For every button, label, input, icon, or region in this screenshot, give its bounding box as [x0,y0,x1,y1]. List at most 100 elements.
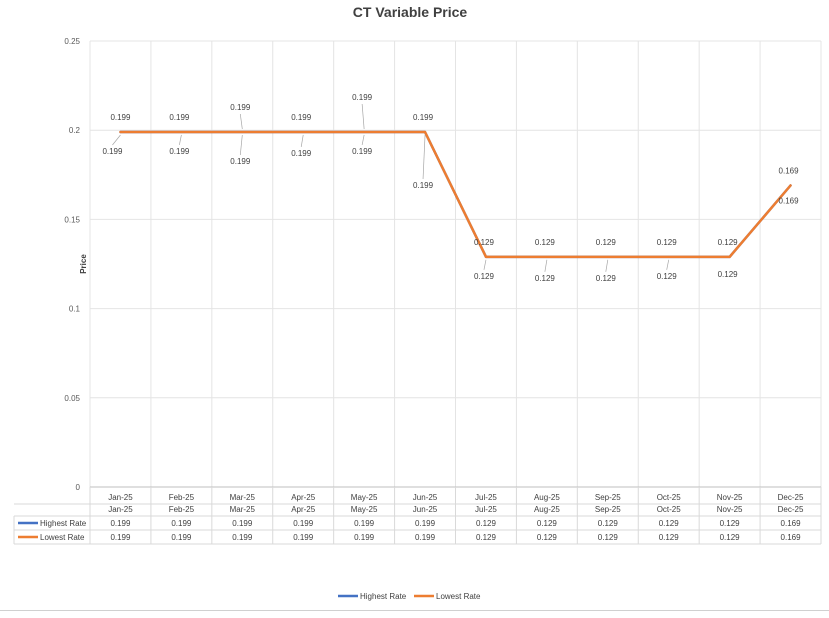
legend-entry: Lowest Rate [436,592,481,601]
label-leader-line [422,134,426,179]
table-value-cell: 0.129 [659,519,680,528]
data-label-highest: 0.199 [110,113,131,122]
table-value-cell: 0.199 [415,519,436,528]
series-lines [119,130,792,259]
data-label-lowest: 0.199 [291,149,312,158]
table-value-cell: 0.199 [293,519,314,528]
table-value-cell: 0.199 [110,519,131,528]
y-tick-label: 0.1 [69,305,81,314]
y-tick-label: 0.2 [69,126,81,135]
table-value-cell: 0.169 [781,519,802,528]
table-category-cell: Jul-25 [475,505,497,514]
x-tick-label: Nov-25 [717,493,743,502]
table-value-cell: 0.129 [720,533,741,542]
label-leader-line [239,113,243,130]
table-value-cell: 0.129 [537,519,558,528]
data-label-lowest: 0.199 [169,147,190,156]
table-value-cell: 0.169 [781,533,802,542]
table-value-cell: 0.199 [171,519,192,528]
y-tick-label: 0.05 [64,394,80,403]
y-tick-label: 0.15 [64,215,80,224]
table-series-name: Lowest Rate [40,533,85,542]
y-axis-ticks: 0 0.05 0.1 0.15 0.2 0.25 [64,37,80,492]
table-value-cell: 0.199 [171,533,192,542]
data-label-highest: 0.129 [474,238,495,247]
data-label-highest: 0.199 [413,113,434,122]
y-tick-label: 0 [76,483,81,492]
label-leader-line [239,134,243,156]
table-category-cell: Sep-25 [595,505,621,514]
table-value-cell: 0.199 [293,533,314,542]
table-value-cell: 0.129 [476,533,497,542]
label-leader-line [361,103,365,130]
table-category-cell: Mar-25 [230,505,256,514]
label-leader-line [605,259,609,272]
data-label-lowest: 0.169 [779,197,800,206]
table-category-cell: Oct-25 [657,505,682,514]
x-tick-label: Dec-25 [778,493,804,502]
table-value-cell: 0.199 [232,519,253,528]
table-category-cell: Aug-25 [534,505,560,514]
label-leader-line [666,259,670,270]
data-label-highest: 0.129 [596,238,617,247]
label-leader-line [179,134,182,146]
data-table: Jan-25 Jan-25 Feb-25 Feb-25 Mar-25 Mar-25 Apr-… [13,486,822,545]
table-category-cell: Apr-25 [291,505,316,514]
data-label-lowest: 0.129 [474,272,495,281]
table-value-cell: 0.129 [720,519,741,528]
x-tick-label: May-25 [351,493,378,502]
table-value-cell: 0.199 [232,533,253,542]
gridlines [89,40,822,488]
data-label-lowest: 0.199 [230,157,251,166]
data-labels: 0.199 0.199 0.199 0.199 0.199 0.199 0.199 0.199… [102,93,799,283]
data-label-highest: 0.199 [291,113,312,122]
table-category-cell: Dec-25 [778,505,804,514]
label-leader-line [300,134,304,148]
data-label-lowest: 0.199 [413,181,434,190]
x-tick-label: Jul-25 [475,493,497,502]
table-category-cell: May-25 [351,505,378,514]
data-label-lowest: 0.129 [535,274,556,283]
x-tick-label: Jun-25 [413,493,438,502]
label-leader-line [112,134,121,146]
x-tick-label: Jan-25 [108,493,133,502]
label-leader-line [544,259,548,272]
data-label-highest: 0.169 [779,167,800,176]
table-value-cell: 0.129 [598,533,619,542]
table-value-cell: 0.199 [354,533,375,542]
y-tick-label: 0.25 [64,37,80,46]
table-category-cell: Jan-25 [108,505,133,514]
data-label-lowest: 0.129 [718,270,739,279]
data-label-highest: 0.199 [230,103,251,112]
data-label-highest: 0.129 [718,238,739,247]
table-value-cell: 0.199 [110,533,131,542]
legend-entry: Highest Rate [360,592,407,601]
label-leader-line [361,134,365,146]
data-label-lowest: 0.129 [657,272,678,281]
x-tick-label: Aug-25 [534,493,560,502]
data-label-lowest: 0.199 [102,147,123,156]
table-series-name: Highest Rate [40,519,87,528]
series-line [119,130,792,259]
x-tick-label: Oct-25 [657,493,682,502]
data-label-highest: 0.199 [352,93,373,102]
data-label-highest: 0.129 [535,238,556,247]
legend: Highest Rate Lowest Rate [338,592,481,601]
chart-title: CT Variable Price [353,4,468,20]
bottom-divider [0,610,829,611]
data-label-highest: 0.129 [657,238,678,247]
table-category-cell: Nov-25 [717,505,743,514]
y-axis-label: Price [79,254,88,274]
table-category-cell: Feb-25 [169,505,195,514]
x-tick-label: Mar-25 [230,493,256,502]
table-value-cell: 0.129 [598,519,619,528]
table-value-cell: 0.199 [415,533,436,542]
table-category-cell: Jun-25 [413,505,438,514]
table-value-cell: 0.129 [537,533,558,542]
x-tick-label: Feb-25 [169,493,195,502]
data-label-lowest: 0.199 [352,147,373,156]
x-tick-label: Apr-25 [291,493,316,502]
data-label-highest: 0.199 [169,113,190,122]
